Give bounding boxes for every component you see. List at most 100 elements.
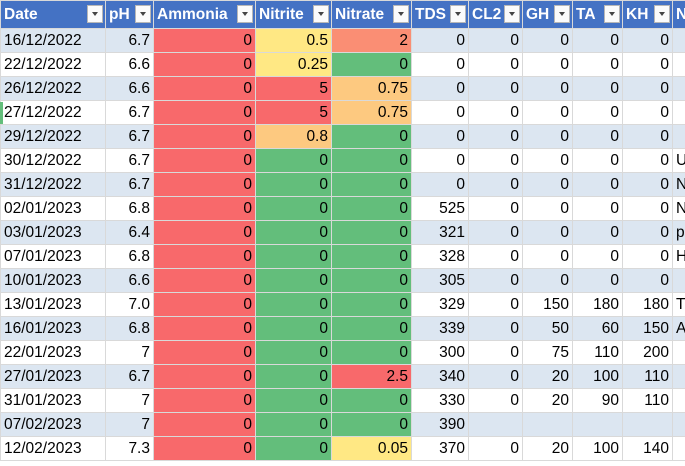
cell-nitrate[interactable]: 2.5 xyxy=(331,364,412,389)
cell-gh[interactable]: 0 xyxy=(522,268,573,293)
cell-kh[interactable]: 150 xyxy=(622,316,673,341)
cell-gh[interactable]: 0 xyxy=(522,100,573,125)
cell-ta[interactable]: 180 xyxy=(572,292,623,317)
cell-date[interactable]: 29/12/2022 xyxy=(0,124,106,149)
cell-ph[interactable]: 6.6 xyxy=(105,52,154,77)
cell-kh[interactable]: 0 xyxy=(622,172,673,197)
cell-kh[interactable]: 200 xyxy=(622,340,673,365)
cell-notes[interactable]: H xyxy=(672,244,685,269)
cell-date[interactable]: 31/01/2023 xyxy=(0,388,106,413)
cell-nitrate[interactable]: 0 xyxy=(331,292,412,317)
cell-nitrate[interactable]: 0 xyxy=(331,196,412,221)
cell-date[interactable]: 22/01/2023 xyxy=(0,340,106,365)
cell-notes[interactable] xyxy=(672,364,685,389)
cell-gh[interactable]: 0 xyxy=(522,28,573,53)
cell-ph[interactable]: 6.7 xyxy=(105,172,154,197)
cell-nitrate[interactable]: 0 xyxy=(331,340,412,365)
cell-cl2[interactable]: 0 xyxy=(468,52,523,77)
filter-dropdown-icon[interactable] xyxy=(237,5,253,23)
cell-cl2[interactable]: 0 xyxy=(468,172,523,197)
filter-dropdown-icon[interactable] xyxy=(87,5,103,23)
cell-date[interactable]: 16/01/2023 xyxy=(0,316,106,341)
cell-notes[interactable] xyxy=(672,76,685,101)
cell-ph[interactable]: 6.7 xyxy=(105,124,154,149)
cell-kh[interactable]: 180 xyxy=(622,292,673,317)
filter-dropdown-icon[interactable] xyxy=(504,5,520,23)
cell-nitrate[interactable]: 0.75 xyxy=(331,76,412,101)
cell-ph[interactable]: 7 xyxy=(105,340,154,365)
cell-nitrite[interactable]: 0 xyxy=(255,364,332,389)
cell-ammonia[interactable]: 0 xyxy=(153,436,256,461)
cell-nitrite[interactable]: 0 xyxy=(255,148,332,173)
filter-dropdown-icon[interactable] xyxy=(604,5,620,23)
cell-gh[interactable]: 0 xyxy=(522,244,573,269)
cell-kh[interactable]: 0 xyxy=(622,244,673,269)
cell-date[interactable]: 02/01/2023 xyxy=(0,196,106,221)
header-gh[interactable]: GH xyxy=(522,0,573,29)
cell-date[interactable]: 30/12/2022 xyxy=(0,148,106,173)
cell-notes[interactable] xyxy=(672,436,685,461)
cell-ta[interactable]: 0 xyxy=(572,148,623,173)
header-notes[interactable]: N xyxy=(672,0,685,29)
cell-nitrite[interactable]: 5 xyxy=(255,100,332,125)
cell-ta[interactable]: 0 xyxy=(572,220,623,245)
cell-notes[interactable]: N xyxy=(672,172,685,197)
cell-nitrate[interactable]: 0 xyxy=(331,124,412,149)
cell-nitrite[interactable]: 0 xyxy=(255,388,332,413)
cell-notes[interactable]: U xyxy=(672,148,685,173)
cell-ammonia[interactable]: 0 xyxy=(153,364,256,389)
cell-nitrate[interactable]: 0.75 xyxy=(331,100,412,125)
cell-date[interactable]: 12/02/2023 xyxy=(0,436,106,461)
cell-nitrite[interactable]: 0 xyxy=(255,196,332,221)
cell-tds[interactable]: 328 xyxy=(411,244,469,269)
cell-gh[interactable]: 0 xyxy=(522,124,573,149)
cell-tds[interactable]: 370 xyxy=(411,436,469,461)
filter-dropdown-icon[interactable] xyxy=(393,5,409,23)
cell-ammonia[interactable]: 0 xyxy=(153,148,256,173)
cell-nitrite[interactable]: 0 xyxy=(255,244,332,269)
cell-nitrate[interactable]: 2 xyxy=(331,28,412,53)
cell-gh[interactable]: 0 xyxy=(522,220,573,245)
cell-tds[interactable]: 329 xyxy=(411,292,469,317)
cell-gh[interactable]: 50 xyxy=(522,316,573,341)
cell-ph[interactable]: 7.3 xyxy=(105,436,154,461)
cell-gh[interactable]: 20 xyxy=(522,436,573,461)
cell-ammonia[interactable]: 0 xyxy=(153,76,256,101)
cell-cl2[interactable]: 0 xyxy=(468,100,523,125)
cell-gh[interactable] xyxy=(522,412,573,437)
cell-nitrite[interactable]: 0.8 xyxy=(255,124,332,149)
cell-ta[interactable] xyxy=(572,412,623,437)
cell-ammonia[interactable]: 0 xyxy=(153,172,256,197)
cell-notes[interactable] xyxy=(672,124,685,149)
cell-tds[interactable]: 330 xyxy=(411,388,469,413)
cell-kh[interactable]: 0 xyxy=(622,124,673,149)
cell-tds[interactable]: 0 xyxy=(411,124,469,149)
cell-kh[interactable]: 110 xyxy=(622,364,673,389)
cell-kh[interactable]: 110 xyxy=(622,388,673,413)
header-ph[interactable]: pH xyxy=(105,0,154,29)
filter-dropdown-icon[interactable] xyxy=(450,5,466,23)
cell-date[interactable]: 03/01/2023 xyxy=(0,220,106,245)
cell-notes[interactable] xyxy=(672,388,685,413)
cell-ammonia[interactable]: 0 xyxy=(153,292,256,317)
cell-ta[interactable]: 100 xyxy=(572,436,623,461)
cell-gh[interactable]: 20 xyxy=(522,388,573,413)
cell-ta[interactable]: 0 xyxy=(572,172,623,197)
cell-nitrite[interactable]: 0.25 xyxy=(255,52,332,77)
cell-cl2[interactable]: 0 xyxy=(468,316,523,341)
cell-nitrate[interactable]: 0 xyxy=(331,388,412,413)
cell-kh[interactable]: 0 xyxy=(622,28,673,53)
cell-gh[interactable]: 0 xyxy=(522,52,573,77)
cell-date[interactable]: 16/12/2022 xyxy=(0,28,106,53)
filter-dropdown-icon[interactable] xyxy=(654,5,670,23)
cell-ta[interactable]: 90 xyxy=(572,388,623,413)
cell-cl2[interactable]: 0 xyxy=(468,124,523,149)
cell-ammonia[interactable]: 0 xyxy=(153,388,256,413)
cell-nitrite[interactable]: 0 xyxy=(255,412,332,437)
header-date[interactable]: Date xyxy=(0,0,106,29)
cell-nitrite[interactable]: 0 xyxy=(255,268,332,293)
cell-gh[interactable]: 0 xyxy=(522,148,573,173)
cell-nitrate[interactable]: 0 xyxy=(331,172,412,197)
cell-ta[interactable]: 0 xyxy=(572,100,623,125)
cell-cl2[interactable]: 0 xyxy=(468,196,523,221)
